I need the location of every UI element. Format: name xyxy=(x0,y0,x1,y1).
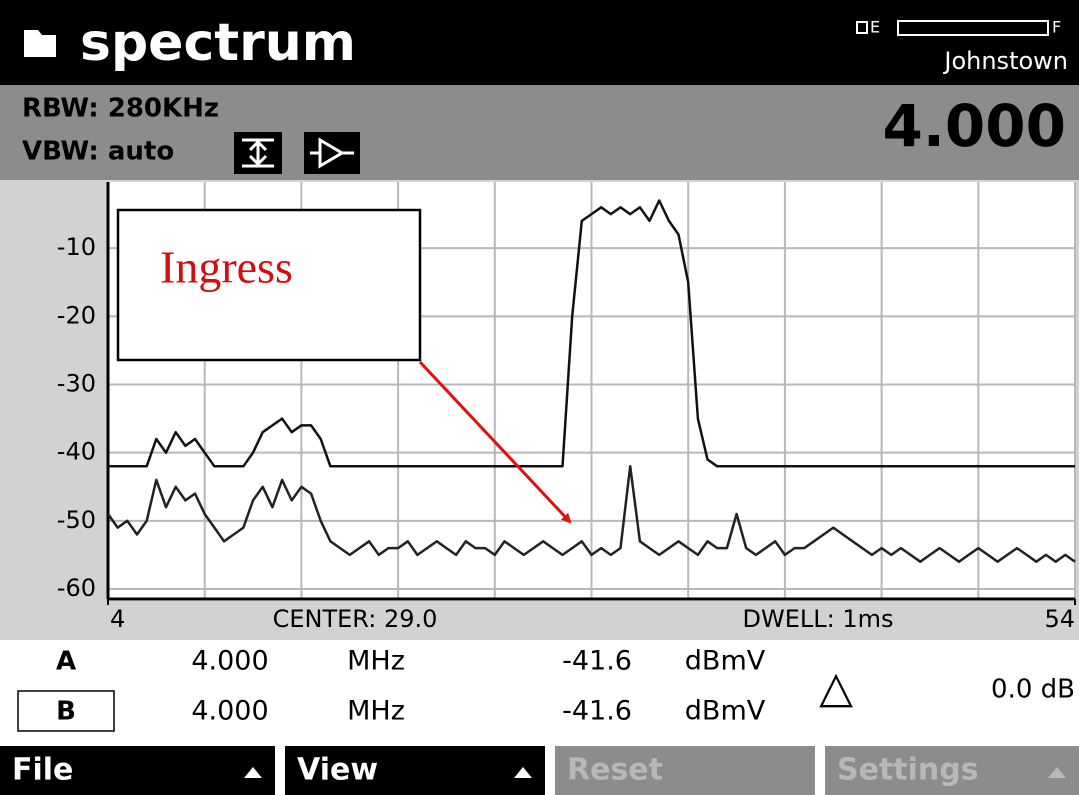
center-frequency: 4.000 xyxy=(883,92,1066,160)
x-tick-label: 4 xyxy=(110,605,125,633)
softkey-bg[interactable] xyxy=(825,746,1079,795)
rbw: RBW: 280KHz xyxy=(22,94,219,124)
marker-table xyxy=(0,640,1079,745)
annotation-box xyxy=(116,208,422,362)
scale-symbol xyxy=(242,138,274,168)
marker-b-box xyxy=(17,690,115,732)
softkey-label[interactable]: Settings xyxy=(837,753,979,788)
marker-symbol xyxy=(310,137,354,169)
softkey[interactable]: Settings xyxy=(825,746,1079,795)
y-tick-label: -10 xyxy=(57,233,96,261)
marker-frequency: 4.000 xyxy=(191,646,268,677)
delta-value: 0.0 dB xyxy=(991,675,1075,705)
y-tick-label: -60 xyxy=(57,574,96,602)
settings-bar xyxy=(0,85,1079,180)
softkey-bg[interactable] xyxy=(285,746,545,795)
softkeys: File View Reset Settings xyxy=(0,746,1079,795)
location: Johnstown xyxy=(942,47,1068,75)
softkey-label[interactable]: View xyxy=(297,753,378,788)
marker-rows: A 4.000 MHz -41.6 dBmV B 4.000 MHz -41.6 dBmV xyxy=(56,646,766,727)
marker-level: -41.6 xyxy=(562,646,632,677)
softkey-arrow[interactable] xyxy=(244,767,262,778)
y-tick-label: -50 xyxy=(57,506,96,534)
x-tick-label: 54 xyxy=(1044,605,1075,633)
vbw: VBW: auto xyxy=(22,137,174,167)
softkey-label[interactable]: Reset xyxy=(567,753,663,788)
header-bar xyxy=(0,0,1079,85)
marker-label: B xyxy=(56,697,76,727)
trace xyxy=(106,465,1076,563)
y-tick-label: -30 xyxy=(57,370,96,398)
marker-level-unit: dBmV xyxy=(685,646,766,677)
softkey-arrow[interactable] xyxy=(514,767,532,778)
marker-frequency: 4.000 xyxy=(191,696,268,727)
plot: -60 -50 -40 -30 -20 -10 4 54 CENTER: 29.0 DWELL: … xyxy=(57,182,1076,633)
battery-empty: E xyxy=(870,18,880,37)
folder-icon xyxy=(24,30,56,57)
marker-label: A xyxy=(56,647,76,677)
marker-frequency-unit: MHz xyxy=(347,696,405,727)
center-label: CENTER: 29.0 xyxy=(273,605,438,633)
dwell-label: DWELL: 1ms xyxy=(743,605,894,633)
softkey[interactable]: View xyxy=(285,746,545,795)
marker-level: -41.6 xyxy=(562,696,632,727)
softkey-arrow[interactable] xyxy=(1048,767,1066,778)
battery-cap xyxy=(856,21,868,34)
battery-full: F xyxy=(1052,18,1061,37)
trace xyxy=(108,199,1075,468)
softkey-bg[interactable] xyxy=(0,746,275,795)
marker-frequency-unit: MHz xyxy=(347,646,405,677)
softkey-bg[interactable] xyxy=(555,746,815,795)
battery-gauge xyxy=(897,20,1049,36)
softkey[interactable]: File xyxy=(0,746,275,795)
annotation-text: Ingress xyxy=(160,242,293,293)
screen-title: spectrum xyxy=(80,13,356,73)
delta-symbol: △ xyxy=(819,662,853,713)
y-tick-label: -20 xyxy=(57,301,96,329)
softkey[interactable]: Reset xyxy=(555,746,815,795)
marker-level-unit: dBmV xyxy=(685,696,766,727)
annotation-arrow xyxy=(418,360,572,524)
y-tick-label: -40 xyxy=(57,438,96,466)
softkey-label[interactable]: File xyxy=(12,753,73,788)
